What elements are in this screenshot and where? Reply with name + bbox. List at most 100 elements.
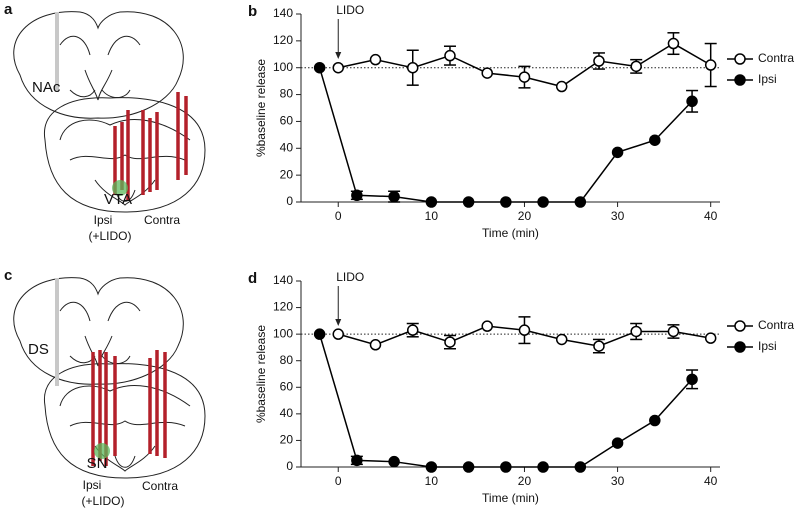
data-point bbox=[667, 37, 680, 50]
data-point bbox=[313, 61, 326, 74]
annotation: LIDO bbox=[336, 3, 364, 17]
x-tick-label: 10 bbox=[425, 209, 439, 223]
x-axis-label: Time (min) bbox=[482, 226, 539, 240]
data-point bbox=[704, 59, 717, 71]
data-point bbox=[686, 373, 698, 386]
lidocaine-site bbox=[94, 443, 110, 459]
data-point bbox=[555, 80, 568, 93]
panel-letter: b bbox=[248, 3, 257, 20]
target-label: DS bbox=[28, 341, 49, 358]
data-point bbox=[388, 455, 400, 468]
legend-marker bbox=[734, 53, 746, 65]
brain-diagram: c DS SN Ipsi (+LIDO) Contra bbox=[4, 267, 206, 508]
panel-letter: d bbox=[248, 270, 257, 287]
brain-detail-bottom bbox=[59, 385, 191, 472]
contra-label: Contra bbox=[142, 479, 178, 493]
data-point bbox=[630, 60, 642, 73]
data-point bbox=[332, 61, 344, 74]
data-point bbox=[537, 196, 549, 208]
data-point bbox=[593, 55, 605, 67]
brain-detail-top bbox=[59, 35, 141, 101]
data-point bbox=[518, 324, 531, 336]
data-point bbox=[481, 320, 493, 332]
legend-label: Ipsi bbox=[758, 339, 777, 353]
panel-letter: c bbox=[4, 267, 12, 284]
y-tick-label: 80 bbox=[280, 87, 294, 101]
x-tick-label: 40 bbox=[704, 209, 718, 223]
brain-diagram: a NAc VTA Ipsi (+LIDO) Contra bbox=[4, 1, 206, 243]
x-tick-label: 20 bbox=[518, 474, 532, 488]
legend-marker bbox=[734, 341, 746, 353]
legend-label: Ipsi bbox=[758, 72, 777, 86]
y-tick-label: 20 bbox=[280, 167, 294, 181]
data-point bbox=[462, 196, 475, 208]
data-point bbox=[462, 461, 475, 473]
y-tick-label: 100 bbox=[273, 60, 293, 74]
site-label: VTA bbox=[104, 191, 132, 208]
data-point bbox=[425, 196, 438, 208]
data-point bbox=[611, 437, 624, 449]
data-point bbox=[313, 328, 326, 340]
y-tick-label: 40 bbox=[280, 406, 294, 420]
ipsi-note: (+LIDO) bbox=[81, 494, 124, 508]
contra-label: Contra bbox=[144, 213, 180, 227]
brain-outline-top bbox=[13, 277, 184, 385]
y-tick-label: 40 bbox=[280, 140, 294, 154]
data-point bbox=[444, 49, 456, 62]
series-line bbox=[318, 333, 693, 468]
data-point bbox=[500, 461, 512, 473]
data-point bbox=[369, 53, 382, 66]
ipsi-label: Ipsi bbox=[94, 213, 113, 227]
x-tick-label: 0 bbox=[335, 209, 342, 223]
data-point bbox=[369, 339, 382, 351]
data-point bbox=[574, 196, 587, 208]
annotation: LIDO bbox=[336, 270, 364, 284]
y-tick-label: 0 bbox=[286, 459, 293, 473]
y-tick-label: 20 bbox=[280, 433, 294, 447]
brain-outline-bottom bbox=[43, 363, 206, 479]
legend-marker bbox=[734, 74, 746, 86]
data-point bbox=[630, 325, 642, 338]
panel-letter: a bbox=[4, 1, 13, 18]
data-point bbox=[425, 461, 438, 473]
data-point bbox=[649, 134, 661, 146]
annotation-arrowhead bbox=[335, 319, 342, 326]
data-point bbox=[500, 196, 512, 208]
data-point bbox=[351, 189, 363, 202]
brain-outline-bottom bbox=[43, 97, 206, 213]
data-point bbox=[574, 461, 587, 473]
data-point bbox=[555, 333, 568, 346]
site-label: SN bbox=[87, 455, 108, 472]
x-tick-label: 20 bbox=[518, 209, 532, 223]
data-point bbox=[481, 67, 493, 79]
data-point bbox=[704, 332, 717, 344]
x-tick-label: 10 bbox=[425, 474, 439, 488]
legend-label: Contra bbox=[758, 318, 794, 332]
data-point bbox=[686, 95, 698, 108]
data-point bbox=[388, 190, 400, 203]
y-axis-label: %baseline release bbox=[254, 325, 268, 423]
y-axis-label: %baseline release bbox=[254, 59, 268, 157]
x-tick-label: 30 bbox=[611, 474, 625, 488]
ipsi-note: (+LIDO) bbox=[88, 229, 131, 243]
brain-detail-top bbox=[59, 301, 141, 367]
data-point bbox=[444, 336, 456, 348]
data-point bbox=[351, 454, 363, 467]
y-tick-label: 120 bbox=[273, 33, 293, 47]
data-point bbox=[332, 328, 344, 340]
y-tick-label: 0 bbox=[286, 194, 293, 208]
data-point bbox=[667, 325, 680, 338]
y-tick-label: 140 bbox=[273, 273, 293, 287]
brain-outline-top bbox=[13, 11, 184, 119]
series-line bbox=[318, 67, 693, 203]
legend-label: Contra bbox=[758, 51, 794, 65]
data-point bbox=[518, 71, 531, 83]
y-tick-label: 140 bbox=[273, 6, 293, 20]
data-point bbox=[537, 461, 549, 473]
data-point bbox=[593, 340, 605, 352]
y-tick-label: 60 bbox=[280, 379, 294, 393]
x-axis-label: Time (min) bbox=[482, 491, 539, 505]
target-label: NAc bbox=[32, 79, 61, 96]
y-tick-label: 80 bbox=[280, 353, 294, 367]
